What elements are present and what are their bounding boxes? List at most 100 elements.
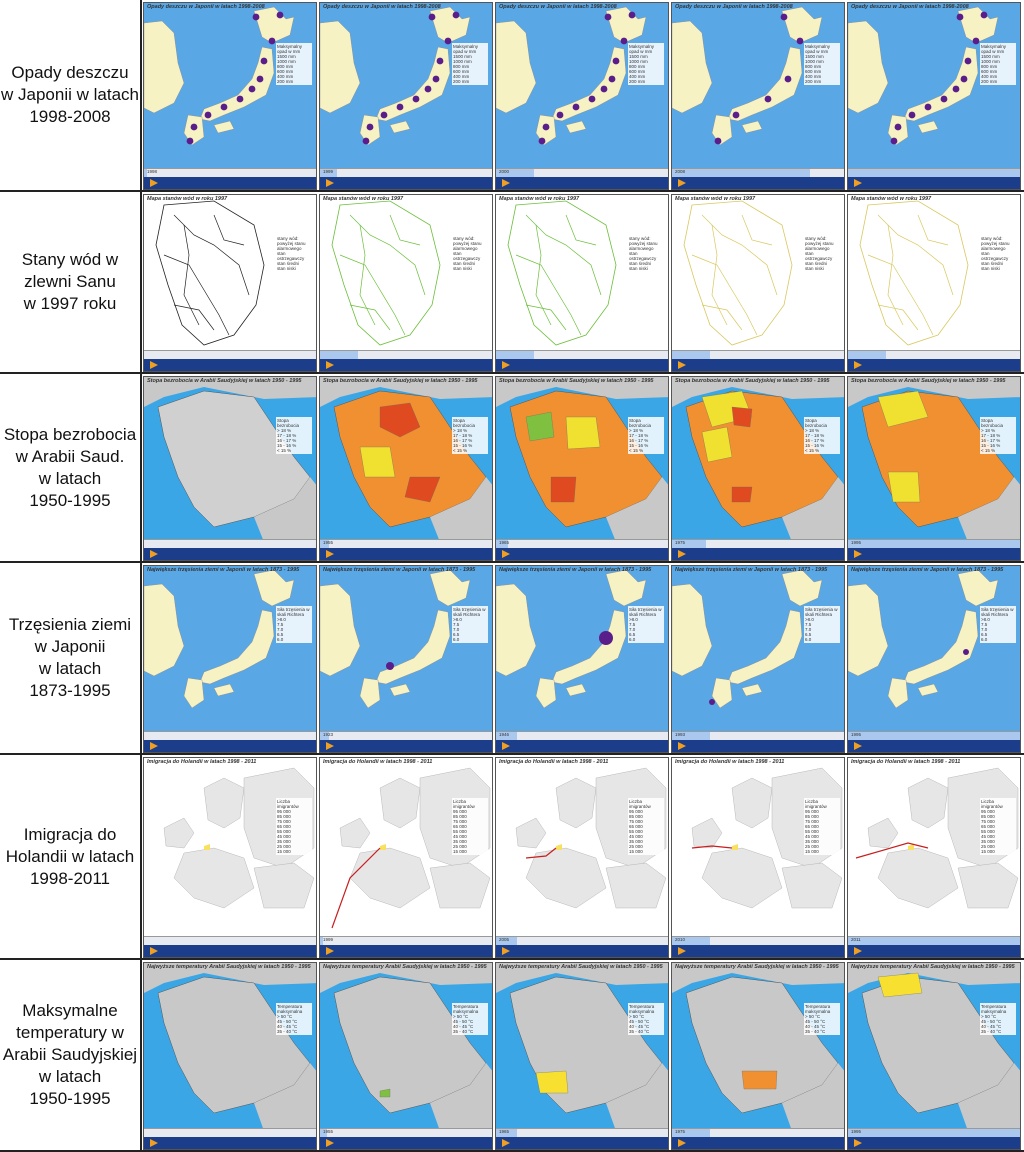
play-icon[interactable]: [854, 361, 862, 369]
map-canvas: [848, 377, 1020, 542]
map-legend: Liczba imigrantów 95 000 85 000 75 000 65 00…: [276, 798, 312, 855]
map-frame: Mapa stanów wód w roku 1997 stany wód: pow…: [143, 194, 317, 372]
timeline-slider[interactable]: 1998: [144, 168, 316, 177]
play-icon[interactable]: [678, 947, 686, 955]
timeline-slider[interactable]: 2010: [672, 936, 844, 945]
play-icon[interactable]: [150, 361, 158, 369]
play-icon[interactable]: [854, 1139, 862, 1147]
timeline-slider[interactable]: 1999: [320, 168, 492, 177]
map-legend: Liczba imigrantów 95 000 85 000 75 000 65 00…: [980, 798, 1016, 855]
legend-entry: < 15 %: [805, 448, 820, 453]
timeline-progress: [672, 540, 707, 548]
timeline-progress: [320, 540, 329, 548]
timeline-slider[interactable]: 1965: [496, 1128, 668, 1137]
timeline-slider[interactable]: 1999: [320, 936, 492, 945]
play-icon[interactable]: [678, 179, 686, 187]
legend-entry: > 50 °C: [277, 1014, 293, 1019]
timeline-slider[interactable]: 1965: [496, 539, 668, 548]
play-icon[interactable]: [854, 179, 862, 187]
timeline-slider[interactable]: 1975: [672, 1128, 844, 1137]
timeline-slider[interactable]: [144, 731, 316, 740]
timeline-slider[interactable]: [848, 350, 1020, 359]
play-icon[interactable]: [326, 550, 334, 558]
legend-entry: 55 000: [629, 829, 643, 834]
frame-title: Największe trzęsienia ziemi w Japonii w …: [851, 567, 1004, 573]
play-icon[interactable]: [326, 947, 334, 955]
map-canvas: [144, 963, 316, 1131]
play-icon[interactable]: [150, 550, 158, 558]
timeline-slider[interactable]: [144, 936, 316, 945]
timeline-progress: [672, 169, 810, 177]
map-frame: Najwyższe temperatury Arabii Saudyjskiej…: [671, 962, 845, 1150]
timeline-slider[interactable]: 1955: [320, 539, 492, 548]
play-icon[interactable]: [502, 361, 510, 369]
legend-entry: 45 - 50 °C: [805, 1019, 826, 1024]
row-temp: Maksymalne temperatury w Arabii Saudyjsk…: [0, 960, 1024, 1152]
frame-title: Największe trzęsienia ziemi w Japonii w …: [323, 567, 476, 573]
rain-station-dot: [248, 85, 256, 93]
timeline-slider[interactable]: 2011: [848, 936, 1020, 945]
frame-title: Stopa bezrobocia w Arabii Saudyjskiej w …: [323, 378, 478, 384]
timeline-slider[interactable]: [144, 350, 316, 359]
map-canvas: [496, 195, 668, 353]
timeline-slider[interactable]: [144, 1128, 316, 1137]
play-icon[interactable]: [854, 742, 862, 750]
timeline-slider[interactable]: 1955: [320, 1128, 492, 1137]
map-legend: Temperatura maksymalna > 50 °C 45 - 50 °C 4…: [980, 1003, 1016, 1035]
timeline-progress: [496, 732, 517, 740]
play-icon[interactable]: [502, 742, 510, 750]
play-icon[interactable]: [502, 550, 510, 558]
legend-entry: 95 000: [629, 809, 643, 814]
play-icon[interactable]: [678, 742, 686, 750]
timeline-slider[interactable]: [496, 350, 668, 359]
frame-title: Imigracja do Holandii w latach 1998 - 20…: [851, 759, 961, 765]
play-icon[interactable]: [502, 947, 510, 955]
legend-entry: 7.5: [629, 622, 636, 627]
timeline-slider[interactable]: 2005: [496, 936, 668, 945]
timeline-slider[interactable]: 1923: [320, 731, 492, 740]
timeline-slider[interactable]: 1995: [848, 539, 1020, 548]
timeline-slider[interactable]: [144, 539, 316, 548]
player-controls: [848, 548, 1020, 560]
player-controls: [848, 945, 1020, 957]
legend-title: Liczba imigrantów: [453, 799, 475, 809]
timeline-slider[interactable]: 1995: [848, 1128, 1020, 1137]
timeline-slider[interactable]: 1975: [672, 539, 844, 548]
timeline-slider[interactable]: [320, 350, 492, 359]
legend-title: Liczba imigrantów: [629, 799, 651, 809]
timeline-progress: [320, 351, 358, 359]
play-icon[interactable]: [150, 947, 158, 955]
row-san: Stany wód w zlewni Sanu w 1997 roku Mapa …: [0, 192, 1024, 374]
timeline-slider[interactable]: 2008: [672, 168, 844, 177]
legend-entry: 16 - 17 %: [453, 438, 473, 443]
map-legend: stany wód: powyżej stanu alarmowego stan o…: [804, 235, 840, 272]
timeline-slider[interactable]: [672, 350, 844, 359]
timeline-slider[interactable]: 2000: [496, 168, 668, 177]
legend-entry: 15 000: [277, 849, 291, 854]
player-controls: [672, 177, 844, 189]
timeline-slider[interactable]: 1995: [848, 731, 1020, 740]
play-icon[interactable]: [326, 742, 334, 750]
play-icon[interactable]: [326, 179, 334, 187]
timeline-slider[interactable]: 1946: [496, 731, 668, 740]
legend-title: Siła trzęsienia w skali Richtera: [629, 607, 662, 617]
rain-station-dot: [190, 123, 198, 131]
play-icon[interactable]: [150, 1139, 158, 1147]
frame-title: Największe trzęsienia ziemi w Japonii w …: [675, 567, 828, 573]
play-icon[interactable]: [502, 179, 510, 187]
legend-entry: 7.0: [805, 627, 812, 632]
play-icon[interactable]: [854, 550, 862, 558]
play-icon[interactable]: [150, 179, 158, 187]
play-icon[interactable]: [678, 1139, 686, 1147]
timeline-slider[interactable]: 1993: [672, 731, 844, 740]
play-icon[interactable]: [326, 1139, 334, 1147]
play-icon[interactable]: [854, 947, 862, 955]
play-icon[interactable]: [150, 742, 158, 750]
play-icon[interactable]: [326, 361, 334, 369]
play-icon[interactable]: [678, 361, 686, 369]
timeline-slider[interactable]: [848, 168, 1020, 177]
map-canvas: [320, 566, 492, 734]
play-icon[interactable]: [502, 1139, 510, 1147]
play-icon[interactable]: [678, 550, 686, 558]
legend-entry: 15 - 16 %: [629, 443, 649, 448]
